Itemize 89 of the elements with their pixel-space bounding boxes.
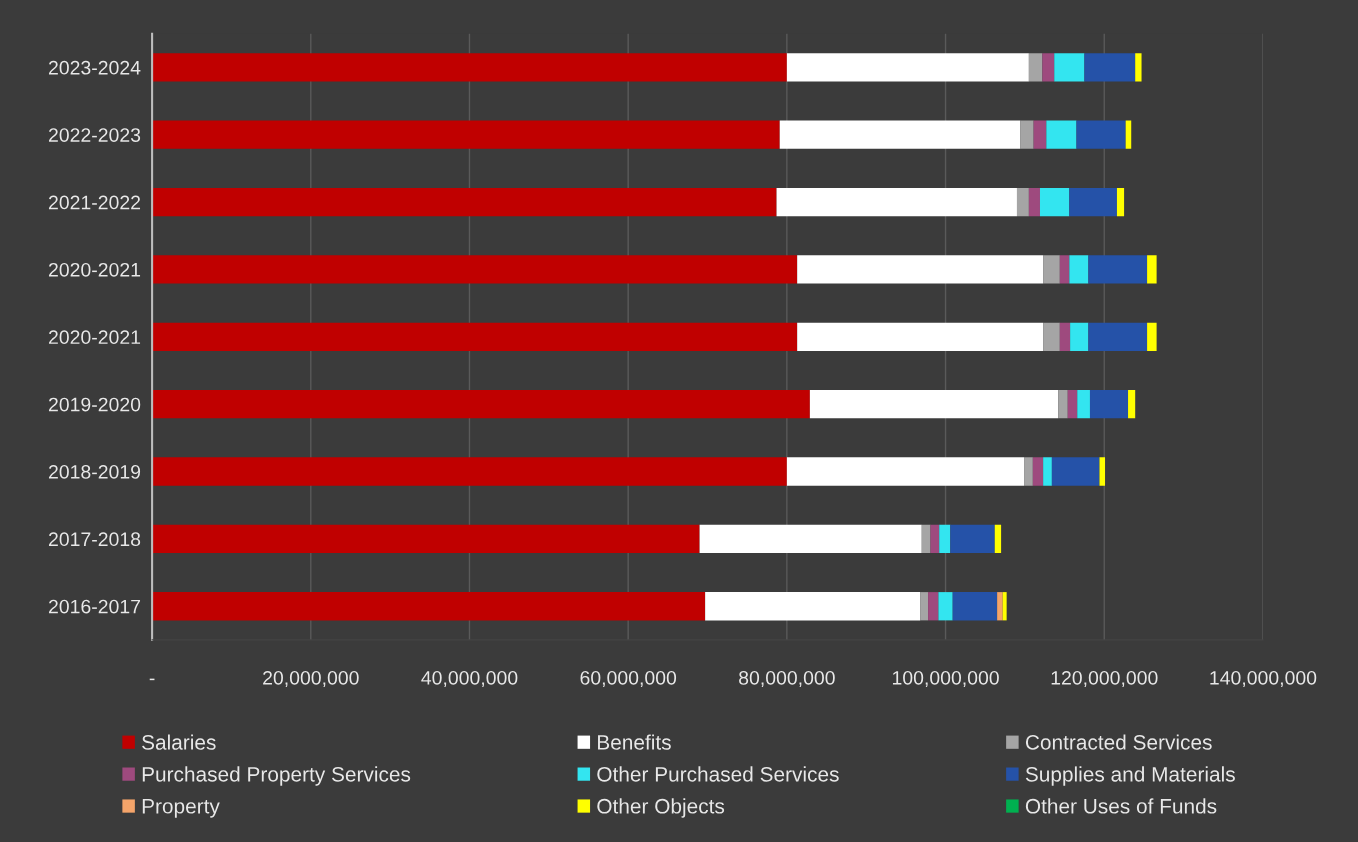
- legend-label: Other Uses of Funds: [1025, 798, 1217, 814]
- bar: [1028, 53, 1043, 82]
- bar: [1147, 322, 1157, 351]
- legend-label: Benefits: [598, 734, 671, 750]
- bar: [994, 524, 1002, 554]
- x-tick-label: -: [149, 678, 155, 681]
- y-tick-label: 2022-2023: [48, 128, 141, 142]
- legend-label: Supplies and Materials: [1025, 766, 1235, 786]
- bar: [950, 524, 995, 554]
- legend-label: Other Objects: [597, 798, 725, 818]
- bar: [997, 592, 1003, 621]
- bar: [1043, 457, 1052, 486]
- bar: [1016, 187, 1029, 217]
- y-tick-label: 2019-2020: [48, 397, 141, 412]
- bar: [1076, 120, 1126, 149]
- bar: [1058, 390, 1068, 419]
- bar: [1043, 322, 1060, 351]
- bar: [921, 524, 931, 554]
- bar: [152, 457, 787, 486]
- bar: [1084, 53, 1136, 82]
- bar: [1088, 322, 1148, 351]
- bar: [786, 53, 1029, 82]
- bar: [1051, 457, 1100, 486]
- bar: [1024, 457, 1033, 486]
- legend-label: Property: [142, 799, 220, 818]
- legend-label: Other Purchased Services: [597, 766, 839, 782]
- y-tick-label: 2018-2019: [48, 464, 141, 479]
- bar: [797, 322, 1044, 351]
- bar: [1070, 322, 1089, 351]
- y-tick-label: 2020-2021: [48, 330, 141, 345]
- bar: [1002, 592, 1007, 621]
- bar: [1116, 187, 1125, 217]
- bar: [699, 524, 922, 554]
- bar: [152, 322, 798, 351]
- bar: [152, 524, 700, 554]
- y-tick-label: 2023-2024: [48, 60, 141, 75]
- y-tick-label: 2021-2022: [48, 195, 141, 210]
- bar: [786, 457, 1025, 486]
- y-tick-label: 2020-2021: [48, 262, 141, 277]
- bar: [152, 255, 798, 284]
- bar: [1020, 120, 1034, 149]
- bar: [1043, 255, 1060, 284]
- x-tick-label: 60,000,000: [580, 670, 677, 688]
- x-tick-label: 140,000,000: [1210, 670, 1317, 688]
- bar: [1032, 457, 1044, 486]
- bar: [1067, 390, 1078, 419]
- x-tick-label: 40,000,000: [421, 670, 518, 688]
- y-tick-label: 2016-2017: [48, 599, 141, 614]
- x-tick-label: 120,000,000: [1051, 670, 1158, 688]
- bar: [1147, 255, 1157, 284]
- bar: [1054, 53, 1085, 82]
- bar: [705, 592, 921, 621]
- bar: [1069, 187, 1117, 217]
- bar: [1135, 53, 1142, 82]
- bar: [152, 187, 777, 217]
- bar: [920, 592, 929, 621]
- bar: [152, 120, 780, 149]
- bar: [1128, 390, 1136, 419]
- bar: [928, 592, 939, 621]
- bar: [779, 120, 1021, 149]
- bar: [797, 255, 1044, 284]
- bar: [152, 592, 706, 621]
- bar: [1046, 120, 1077, 149]
- bar: [938, 592, 953, 621]
- x-tick-label: 100,000,000: [892, 670, 999, 688]
- bar: [1099, 457, 1106, 486]
- bar: [952, 592, 998, 621]
- bar: [939, 524, 951, 554]
- bar: [1028, 187, 1040, 217]
- x-tick-label: 20,000,000: [263, 670, 359, 688]
- legend-label: Purchased Property Services: [142, 766, 411, 786]
- legend-label: Salaries: [142, 734, 216, 750]
- bar: [1042, 53, 1055, 82]
- bar: [1077, 390, 1090, 419]
- bar: [1089, 390, 1129, 419]
- x-tick-label: 80,000,000: [739, 670, 835, 688]
- bar: [152, 390, 810, 419]
- bar: [1088, 255, 1148, 284]
- bar: [1059, 322, 1071, 351]
- bar: [1033, 120, 1047, 149]
- bar: [809, 390, 1059, 419]
- bar: [1069, 255, 1089, 284]
- bar: [152, 53, 787, 82]
- bar: [930, 524, 940, 554]
- y-tick-label: 2017-2018: [48, 532, 141, 547]
- bar: [1039, 187, 1070, 217]
- bar: [1059, 255, 1070, 284]
- bar: [776, 187, 1017, 217]
- legend-label: Contracted Services: [1025, 734, 1212, 750]
